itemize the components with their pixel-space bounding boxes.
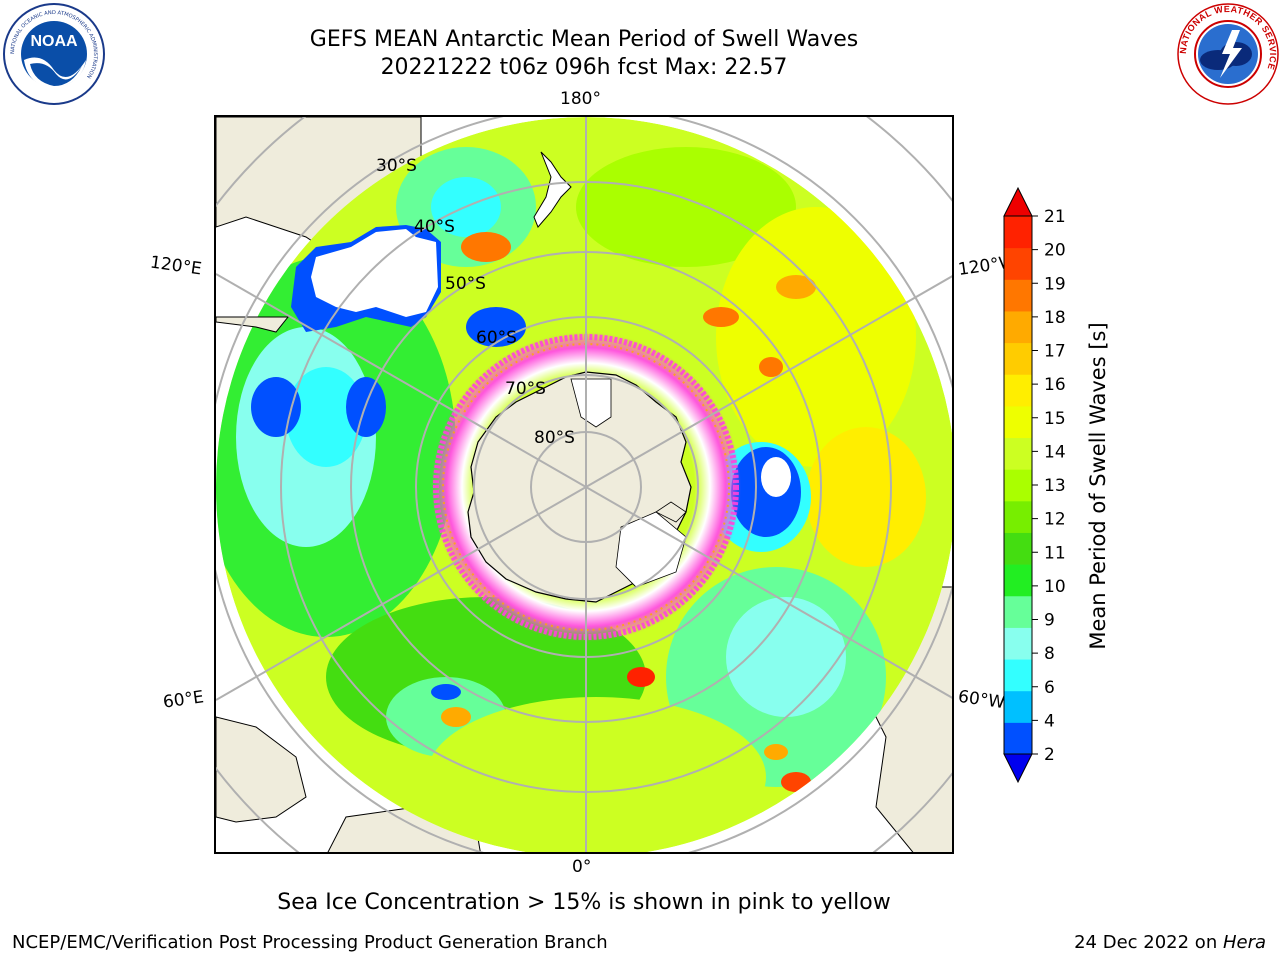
colorbar-tick-label: 10 [1044,577,1066,597]
colorbar-band [1004,374,1032,407]
colorbar-tick-label: 6 [1044,678,1055,698]
colorbar-tick-label: 15 [1044,409,1066,429]
colorbar-tick-label: 9 [1044,611,1055,631]
colorbar-under-triangle [1003,753,1033,784]
footer-date: 24 Dec 2022 on Hera [1074,932,1266,953]
lon-label-180: 180° [560,89,601,109]
colorbar-tick-label: 2 [1044,745,1055,765]
new-zealand-land [533,151,572,228]
colorbar-label: Mean Period of Swell Waves [s] [1086,322,1110,650]
lat-label-80: 80°S [534,428,575,448]
colorbar-band [1004,469,1032,502]
ross-ice-shelf [570,378,612,428]
colorbar-tick-label: 12 [1044,510,1066,530]
polar-map: 30°S 40°S 50°S 60°S 70°S 80°S [216,117,952,852]
colorbar-band [1004,342,1032,375]
lon-label-60w: 60°W [956,686,1007,714]
map-panel: 30°S 40°S 50°S 60°S 70°S 80°S [214,115,954,854]
nws-logo: NATIONAL WEATHER SERVICE [1177,3,1279,105]
lat-label-30: 30°S [376,156,417,176]
lon-label-120e: 120°E [148,252,203,280]
colorbar-band [1004,595,1032,628]
colorbar-band [1004,722,1032,755]
colorbar-band [1004,659,1032,692]
colorbar-band [1004,310,1032,344]
colorbar-band [1004,532,1032,565]
chart-subtitle: 20221222 t06z 096h fcst Max: 22.57 [380,55,788,80]
sea-ice-caption: Sea Ice Concentration > 15% is shown in … [277,890,891,915]
colorbar-over-triangle [1003,186,1033,217]
latitude-labels: 30°S 40°S 50°S 60°S 70°S 80°S [376,156,575,448]
colorbar-tick-label: 13 [1044,476,1066,496]
colorbar-tick-label: 11 [1044,543,1066,563]
antarctic-peninsula [655,501,687,523]
colorbar-band [1004,564,1032,597]
footer-date-text: 24 Dec 2022 on [1074,932,1223,953]
colorbar-band [1004,627,1032,660]
noaa-logo: NOAA NATIONAL OCEANIC AND ATMOSPHERIC AD… [3,3,105,105]
colorbar-band [1004,405,1032,439]
colorbar-band [1004,690,1032,723]
colorbar-tick-label: 8 [1044,644,1055,664]
colorbar-band [1004,247,1032,280]
colorbar-tick-label: 14 [1044,442,1066,462]
colorbar-band [1004,279,1032,312]
colorbar-tick-label: 19 [1044,274,1066,294]
colorbar-tick-label: 20 [1044,241,1066,261]
colorbar-tick-label: 18 [1044,308,1066,328]
lat-label-50: 50°S [445,274,486,294]
colorbar: 2 4 6 8 9 10 11 12 13 14 15 16 17 18 19 20 21 [1003,186,1066,784]
graticule [216,117,952,852]
lat-label-70: 70°S [505,379,546,399]
colorbar-tick-label: 4 [1044,711,1055,731]
colorbar-tick-label: 17 [1044,342,1066,362]
colorbar-tick-label: 21 [1044,207,1066,227]
lat-label-40: 40°S [414,217,455,237]
colorbar-tick-label: 16 [1044,375,1066,395]
footer-credit: NCEP/EMC/Verification Post Processing Pr… [12,932,608,953]
colorbar-band [1004,500,1032,533]
lat-label-60: 60°S [476,328,517,348]
lon-label-0: 0° [572,857,592,877]
australia-land [216,225,441,333]
svg-text:NOAA: NOAA [30,33,78,50]
chart-title: GEFS MEAN Antarctic Mean Period of Swell… [309,27,859,52]
lon-label-60e: 60°E [161,687,206,713]
colorbar-band [1004,216,1032,249]
colorbar-band [1004,437,1032,470]
footer-machine: Hera [1222,932,1266,953]
